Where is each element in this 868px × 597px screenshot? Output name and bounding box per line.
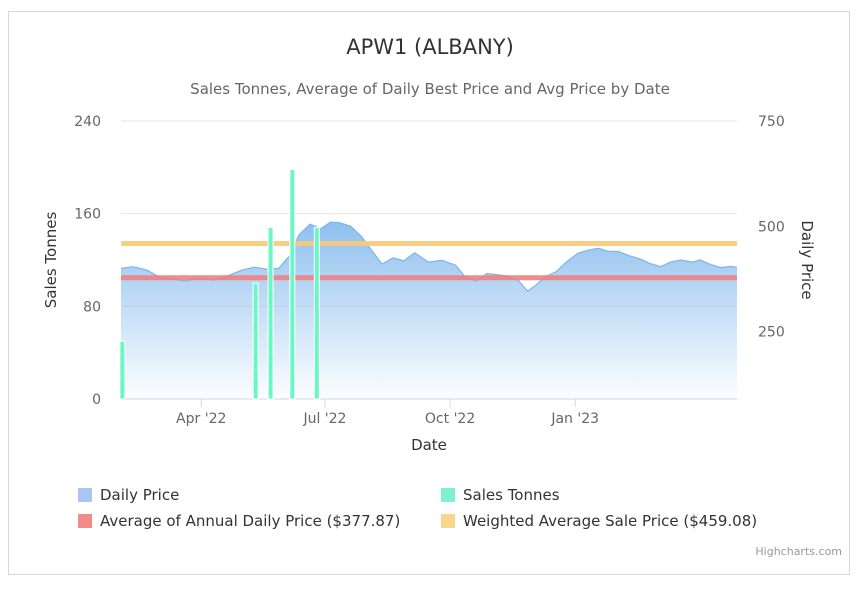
- legend-swatch: [441, 488, 455, 502]
- x-tick-label: Oct '22: [425, 411, 475, 427]
- chart-title: APW1 (ALBANY): [346, 35, 514, 59]
- y-axis-right-title: Daily Price: [798, 220, 816, 299]
- plot-area: [119, 169, 738, 400]
- y-left-tick-label: 160: [74, 207, 101, 223]
- axes: 0 80 160 240 250 500 750 Apr '22 Jul '22 Oct '22 J…: [74, 114, 784, 427]
- y-left-tick-label: 0: [92, 392, 101, 408]
- daily-price-area: [121, 222, 737, 399]
- y-left-tick-label: 80: [83, 299, 101, 315]
- legend-label: Weighted Average Sale Price ($459.08): [463, 512, 758, 530]
- legend-item-annual-average[interactable]: Average of Annual Daily Price ($377.87): [78, 512, 400, 530]
- y-right-tick-label: 250: [758, 325, 785, 341]
- sales-tonnes-bar: [252, 282, 259, 400]
- legend-swatch: [78, 488, 92, 502]
- legend: Daily Price Sales Tonnes Average of Annu…: [70, 484, 810, 540]
- daily-price-line: [120, 221, 738, 293]
- y-right-tick-label: 750: [758, 114, 785, 130]
- x-axis-title: Date: [411, 436, 447, 454]
- y-axis-left-title: Sales Tonnes: [42, 212, 60, 309]
- x-tick-label: Apr '22: [176, 411, 226, 427]
- legend-label: Sales Tonnes: [463, 486, 560, 504]
- sales-tonnes-bar: [289, 169, 296, 400]
- y-right-tick-label: 500: [758, 219, 785, 235]
- x-tick-label: Jul '22: [302, 411, 346, 427]
- legend-label: Average of Annual Daily Price ($377.87): [100, 512, 401, 530]
- legend-item-daily-price[interactable]: Daily Price: [78, 486, 179, 504]
- legend-label: Daily Price: [100, 486, 180, 504]
- chart-subtitle: Sales Tonnes, Average of Daily Best Pric…: [190, 80, 670, 98]
- legend-item-weighted-average[interactable]: Weighted Average Sale Price ($459.08): [441, 512, 757, 530]
- y-left-tick-label: 240: [74, 114, 101, 130]
- sales-tonnes-bar: [119, 340, 126, 400]
- highcharts-credits[interactable]: Highcharts.com: [755, 545, 842, 558]
- sales-tonnes-bar: [267, 227, 274, 400]
- sales-tonnes-bar: [313, 227, 320, 400]
- legend-swatch: [441, 514, 455, 528]
- legend-swatch: [78, 514, 92, 528]
- legend-item-sales-tonnes[interactable]: Sales Tonnes: [441, 486, 560, 504]
- x-tick-label: Jan '23: [550, 411, 599, 427]
